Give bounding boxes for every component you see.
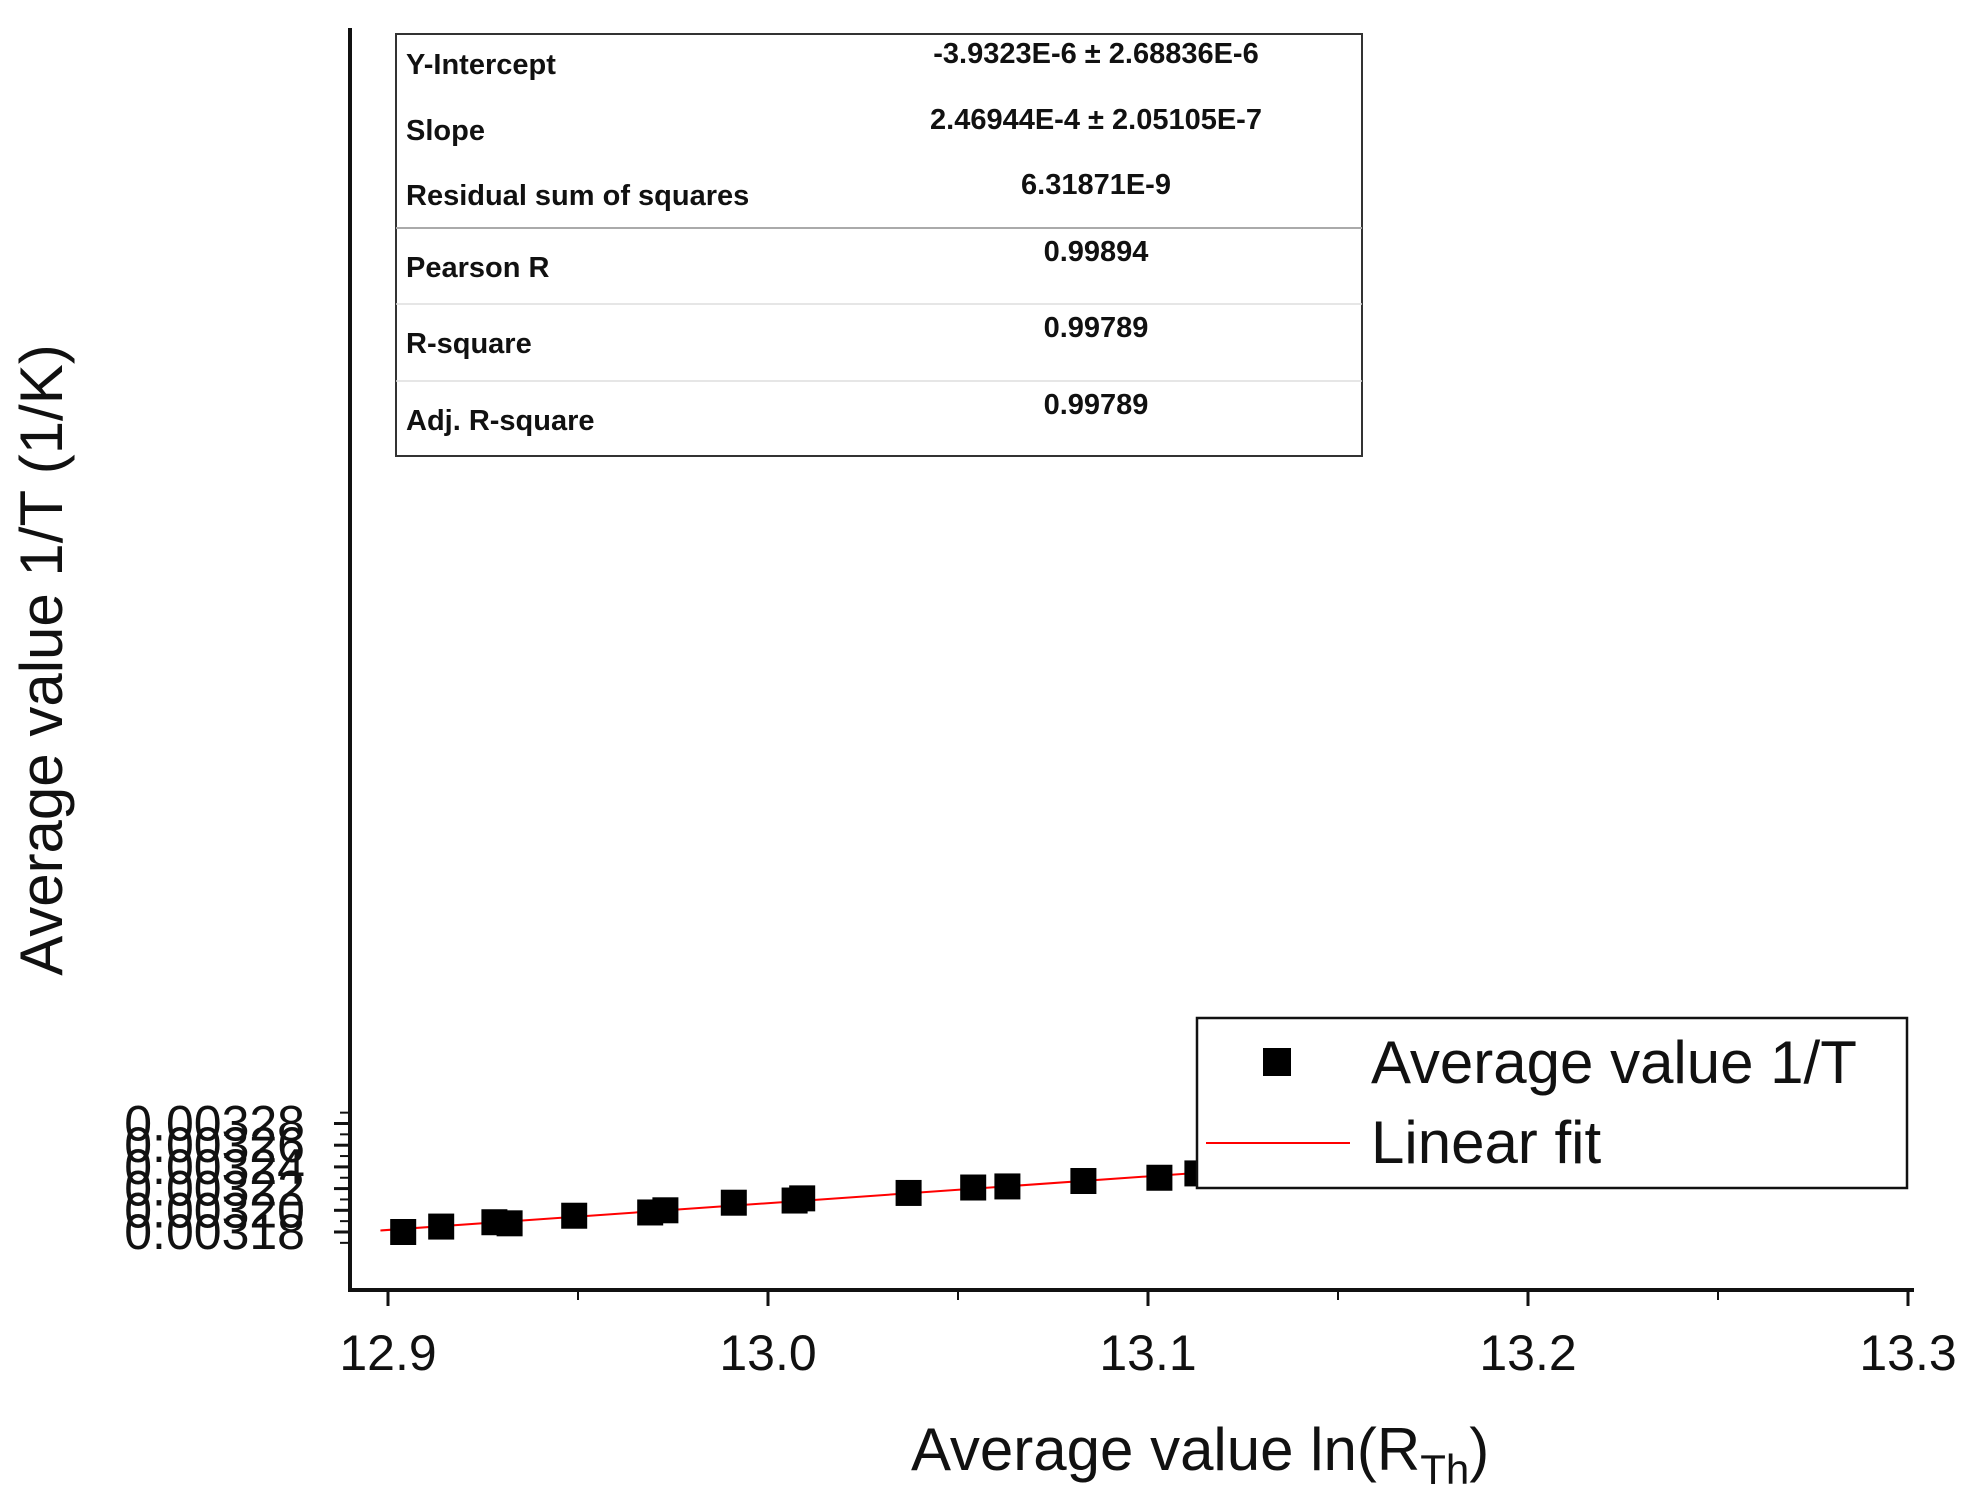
stats-value-y-intercept: -3.9323E-6 ± 2.68836E-6: [933, 38, 1258, 70]
stats-value-rss: 6.31871E-9: [1021, 169, 1171, 201]
data-point: [390, 1219, 417, 1245]
y-tick-label: 0.00318: [124, 1204, 305, 1260]
x-tick-label: 13.0: [719, 1325, 816, 1381]
stats-value-pearson-r: 0.99894: [1044, 236, 1149, 268]
y-axis-title: Average value 1/T (1/K): [8, 344, 75, 975]
y-tick-label: 0.00322: [124, 1161, 305, 1217]
stats-label-pearson-r: Pearson R: [406, 252, 549, 284]
legend-square-marker: [1263, 1048, 1291, 1076]
data-point: [895, 1179, 922, 1206]
stats-value-slope: 2.46944E-4 ± 2.05105E-7: [930, 104, 1262, 136]
y-tick-label: 0.00324: [124, 1139, 305, 1195]
stats-label-r-square: R-square: [406, 328, 532, 360]
x-axis-title: Average value ln(RTh): [911, 1416, 1489, 1493]
stats-label-slope: Slope: [406, 115, 485, 147]
x-tick-label: 13.1: [1099, 1325, 1196, 1381]
data-point: [994, 1173, 1021, 1200]
stats-table: Y-Intercept -3.9323E-6 ± 2.68836E-6 Slop…: [395, 33, 1363, 457]
data-point: [1146, 1164, 1173, 1191]
data-point: [720, 1189, 747, 1216]
data-point: [1070, 1168, 1097, 1195]
x-tick-label: 13.2: [1479, 1325, 1576, 1381]
x-ticks: 12.9 13.0 13.1 13.2 13.3: [339, 1290, 1957, 1381]
data-point: [789, 1185, 816, 1212]
data-point: [428, 1213, 455, 1240]
stats-table-frame: [395, 33, 1363, 457]
stats-label-rss: Residual sum of squares: [406, 180, 749, 212]
data-point: [561, 1202, 588, 1229]
legend-frame: [1195, 1016, 1909, 1190]
y-tick-label: 0.00326: [124, 1117, 305, 1173]
legend: Average value 1/T Linear fit: [1195, 1016, 1909, 1190]
data-point: [496, 1210, 523, 1237]
legend-label-points: Average value 1/T: [1371, 1029, 1857, 1096]
stats-value-adj-r-square: 0.99789: [1044, 389, 1149, 421]
data-point: [960, 1174, 987, 1201]
y-ticks: 0.003180.003200.003220.003240.003260.003…: [124, 1096, 350, 1260]
x-tick-label: 13.3: [1859, 1325, 1956, 1381]
y-tick-label: 0.00320: [124, 1182, 305, 1238]
stats-value-r-square: 0.99789: [1044, 312, 1149, 344]
legend-label-fit: Linear fit: [1371, 1109, 1601, 1176]
stats-label-y-intercept: Y-Intercept: [406, 49, 556, 81]
x-tick-label: 12.9: [339, 1325, 436, 1381]
data-point: [652, 1197, 679, 1224]
y-tick-label: 0.00328: [124, 1096, 305, 1152]
stats-label-adj-r-square: Adj. R-square: [406, 405, 595, 437]
